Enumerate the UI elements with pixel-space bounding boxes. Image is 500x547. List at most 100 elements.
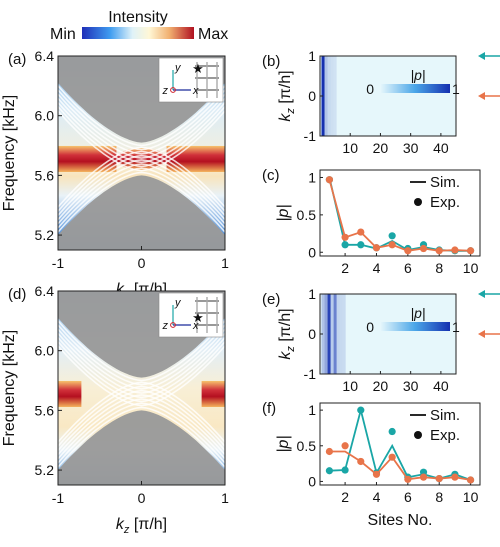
teal-exp-point bbox=[325, 467, 334, 475]
x-tick-label: 6 bbox=[404, 489, 412, 505]
orange-exp-point bbox=[466, 247, 475, 255]
y-tick-label: 0.5 bbox=[297, 207, 317, 223]
orange-exp-point bbox=[419, 244, 428, 253]
hot-band-left bbox=[58, 145, 117, 172]
lower-band-branch bbox=[58, 402, 225, 464]
site-column bbox=[327, 294, 331, 374]
upper-band-branch bbox=[58, 320, 225, 382]
source-star-icon: ★ bbox=[192, 61, 204, 76]
orange-exp-point bbox=[372, 470, 381, 478]
y-tick-label: 6.0 bbox=[35, 108, 55, 124]
upper-band-branch bbox=[58, 345, 225, 407]
orange-exp-point bbox=[435, 474, 443, 483]
hot-band-left bbox=[58, 380, 82, 407]
x-tick-label: 0 bbox=[138, 490, 146, 506]
upper-band-branch bbox=[58, 97, 225, 159]
y-tick-label: 0 bbox=[308, 473, 316, 489]
p-colorbar-min: 0 bbox=[366, 319, 374, 335]
y-tick-label: 5.2 bbox=[35, 462, 55, 478]
y-axis-label-unit: [π/h] bbox=[277, 70, 294, 108]
x-axis-label-unit: [π/h] bbox=[129, 516, 167, 533]
x-axis-label-var: k bbox=[116, 516, 125, 533]
y-tick-label: 1 bbox=[308, 169, 316, 185]
lower-band-branch bbox=[58, 389, 225, 451]
x-tick-label: 6 bbox=[404, 260, 412, 276]
y-tick-label: 0 bbox=[308, 326, 316, 342]
lower-band-branch bbox=[58, 394, 225, 456]
intensity-colorbar: Intensity Min Max bbox=[50, 9, 228, 43]
upper-band-branch bbox=[58, 328, 225, 390]
upper-band-branch bbox=[58, 332, 225, 394]
y-tick-label: 5.6 bbox=[35, 167, 55, 183]
x-tick-label: 4 bbox=[373, 489, 381, 505]
lower-band-branch bbox=[58, 163, 225, 225]
x-tick-label: 40 bbox=[433, 378, 449, 394]
x-tick-label: 8 bbox=[435, 260, 443, 276]
colorbar-title: Intensity bbox=[108, 9, 168, 26]
x-tick-label: 0 bbox=[138, 255, 146, 271]
structure-inset: ★ yz x bbox=[158, 292, 224, 338]
y-axis-label: |p| bbox=[275, 204, 292, 221]
x-axis-label: kz [π/h] bbox=[116, 516, 167, 536]
lower-band-branch bbox=[58, 398, 225, 460]
hot-band-right bbox=[166, 145, 225, 172]
y-axis-label-sub: z bbox=[285, 346, 297, 353]
x-axis-label-var: k bbox=[116, 281, 125, 298]
orange-sim-line bbox=[329, 450, 471, 481]
orange-exp-point bbox=[341, 442, 349, 450]
teal-exp-point bbox=[388, 232, 396, 240]
p-colorbar-min: 0 bbox=[366, 81, 374, 97]
x-tick-label: 30 bbox=[403, 378, 419, 394]
site-column bbox=[327, 56, 331, 136]
orange-exp-point bbox=[388, 453, 396, 461]
orange-exp-point bbox=[435, 247, 443, 255]
x-tick-label: 10 bbox=[342, 378, 358, 394]
lower-band-branch bbox=[58, 154, 225, 216]
orange-exp-point bbox=[466, 476, 475, 484]
panel-label: (e) bbox=[262, 291, 280, 308]
orange-sim-line bbox=[328, 179, 471, 252]
inset-z-label: z bbox=[162, 85, 169, 97]
inset-z-label: z bbox=[162, 320, 169, 332]
x-tick-label: -1 bbox=[52, 255, 65, 271]
inset-y-label: y bbox=[174, 297, 182, 309]
teal-sim-line bbox=[329, 409, 471, 481]
site-column bbox=[342, 294, 346, 374]
p-colorbar: |p| 0 1 bbox=[366, 305, 460, 335]
source-star-icon: ★ bbox=[192, 310, 204, 325]
lower-band-branch bbox=[58, 150, 225, 212]
y-axis-label-sub: z bbox=[285, 108, 297, 115]
x-tick-label: -1 bbox=[52, 490, 65, 506]
site-column bbox=[333, 56, 337, 136]
inset-background bbox=[158, 57, 224, 103]
upper-band-branch bbox=[58, 341, 225, 403]
site-column bbox=[330, 56, 334, 136]
lower-band-branch bbox=[58, 385, 225, 447]
site-column bbox=[336, 294, 340, 374]
panel-f: 2 4 6 8 10 0 0.5 1 (f) |p| Sites No. Sim. Exp. bbox=[262, 400, 481, 529]
teal-arrow-icon bbox=[478, 52, 485, 60]
upper-band-branch bbox=[58, 102, 225, 164]
x-tick-label: 20 bbox=[373, 378, 389, 394]
x-tick-label: 1 bbox=[221, 255, 229, 271]
p-colorbar-gradient bbox=[380, 84, 450, 93]
x-tick-label: 20 bbox=[373, 140, 389, 156]
x-tick-label: 10 bbox=[463, 489, 479, 505]
lower-band-branch bbox=[58, 381, 225, 443]
orange-exp-point bbox=[404, 475, 412, 483]
site-column bbox=[333, 294, 337, 374]
colorbar-gradient bbox=[82, 27, 194, 39]
x-tick-label: 8 bbox=[435, 489, 443, 505]
orange-exp-point bbox=[357, 228, 365, 236]
y-tick-label: 0.5 bbox=[297, 438, 317, 454]
y-axis-label-var: k bbox=[277, 113, 294, 122]
p-colorbar-title: |p| bbox=[410, 305, 425, 321]
teal-exp-point bbox=[419, 468, 428, 476]
panel-label: (a) bbox=[8, 51, 26, 68]
x-tick-label: 30 bbox=[403, 140, 419, 156]
inset-axis-z bbox=[170, 87, 176, 93]
lower-bulk-band bbox=[58, 175, 225, 250]
legend-exp-label: Exp. bbox=[430, 194, 460, 211]
